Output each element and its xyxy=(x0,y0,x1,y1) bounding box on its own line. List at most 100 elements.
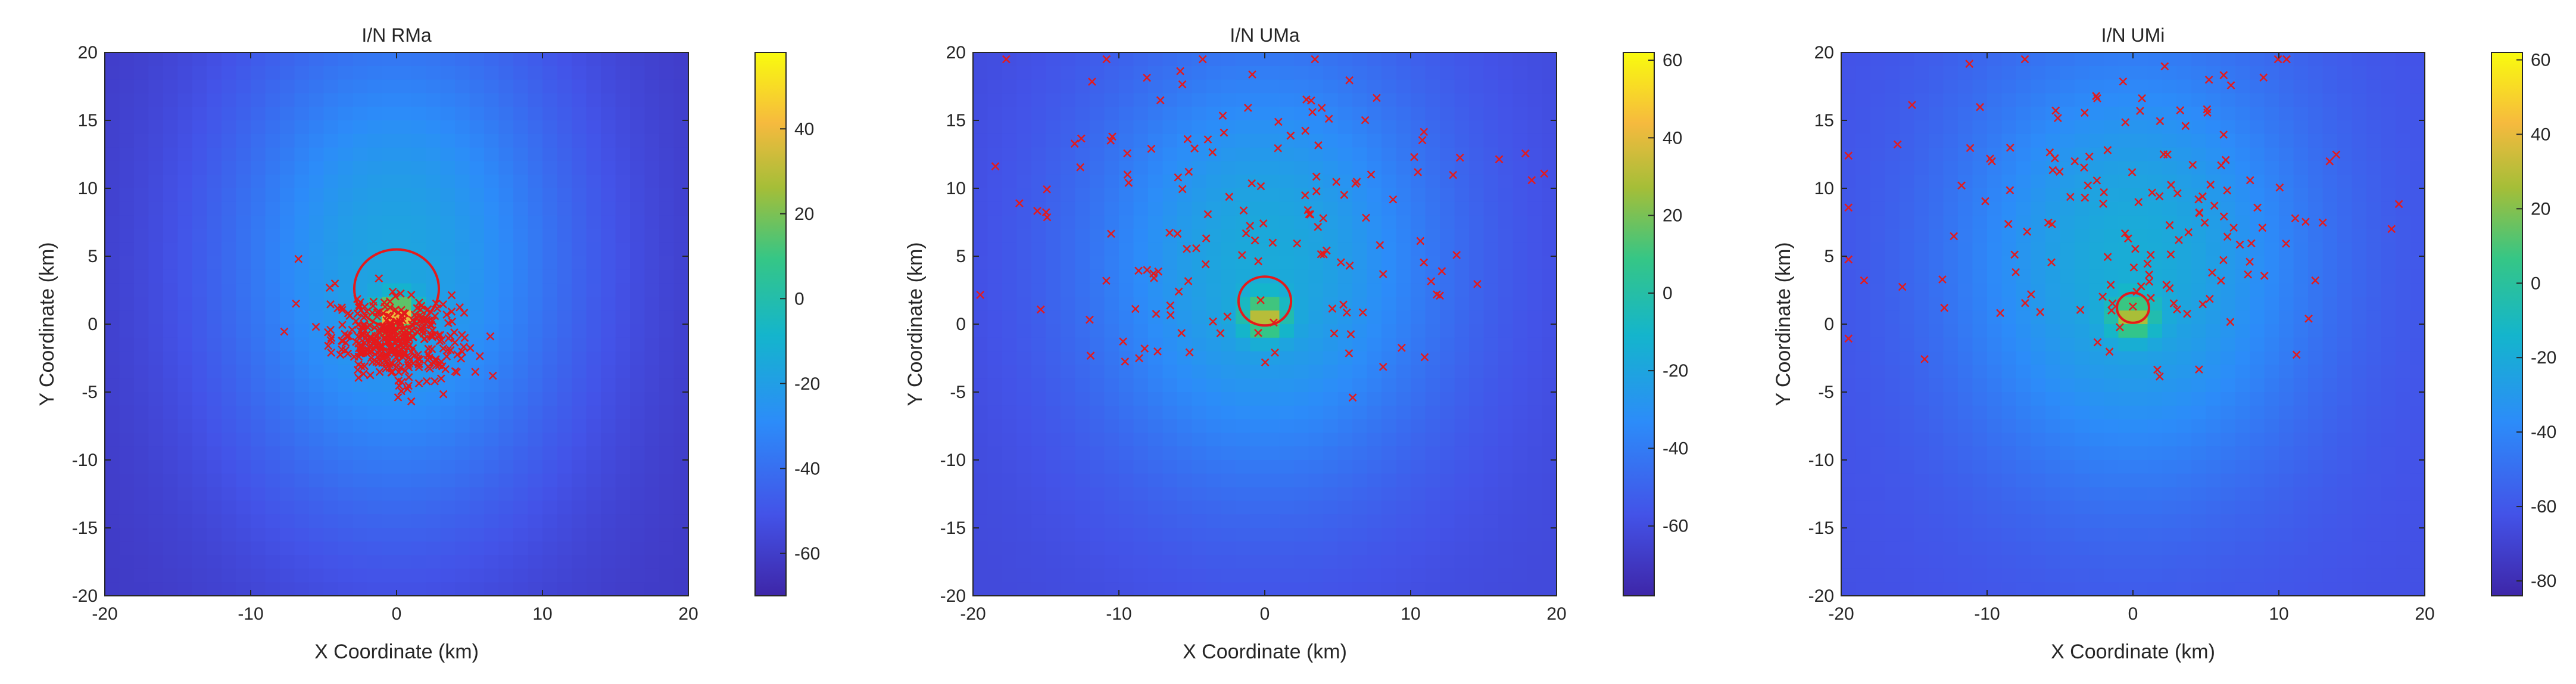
heatmap-cell xyxy=(987,582,1003,596)
heatmap-cell xyxy=(1900,378,1915,393)
heatmap-cell xyxy=(1046,175,1061,189)
heatmap-cell xyxy=(528,446,543,461)
y-tick-label: 10 xyxy=(946,179,966,198)
heatmap-cell xyxy=(557,229,572,243)
heatmap-cell xyxy=(528,107,543,121)
heatmap-cell xyxy=(426,433,441,447)
heatmap-cell xyxy=(1929,175,1944,189)
heatmap-cell xyxy=(440,487,456,501)
heatmap-cell xyxy=(601,351,616,365)
heatmap-cell xyxy=(353,133,368,148)
heatmap-cell xyxy=(1002,582,1018,596)
scatter-point xyxy=(408,332,417,341)
heatmap-cell xyxy=(1148,310,1164,325)
heatmap-cell xyxy=(309,405,325,420)
heatmap-cell xyxy=(2147,460,2163,474)
heatmap-cell xyxy=(1987,337,2003,352)
heatmap-cell xyxy=(397,541,412,556)
heatmap-cell xyxy=(615,446,631,461)
heatmap-cell xyxy=(1512,79,1528,94)
heatmap-cell xyxy=(484,365,500,379)
heatmap-cell xyxy=(630,147,645,161)
heatmap-cell xyxy=(2250,107,2265,121)
heatmap-cell xyxy=(1192,568,1207,583)
scatter-point xyxy=(1106,136,1115,145)
heatmap-cell xyxy=(280,242,295,257)
scatter-point xyxy=(456,303,464,312)
heatmap-cell xyxy=(207,93,222,107)
heatmap-cell xyxy=(1542,133,1557,148)
heatmap-cell xyxy=(1192,514,1207,528)
heatmap-cell xyxy=(440,133,456,148)
heatmap-cell xyxy=(294,269,310,284)
heatmap-cell xyxy=(2235,419,2250,433)
heatmap-cell xyxy=(973,405,988,420)
heatmap-cell xyxy=(2045,133,2061,148)
heatmap-cell xyxy=(1323,201,1339,216)
heatmap-cell xyxy=(1381,120,1397,135)
heatmap-cell xyxy=(1885,419,1900,433)
heatmap-cell xyxy=(1855,582,1871,596)
heatmap-cell xyxy=(2221,120,2236,135)
heatmap-cell xyxy=(1870,188,1886,203)
heatmap-cell xyxy=(280,188,295,203)
heatmap-cell xyxy=(1425,337,1440,352)
heatmap-cell xyxy=(644,460,660,474)
scatter-point xyxy=(1301,191,1309,200)
heatmap-cell xyxy=(1972,215,1988,229)
heatmap-cell xyxy=(163,500,179,515)
heatmap-cell xyxy=(2162,568,2178,583)
heatmap-cell xyxy=(498,269,514,284)
heatmap-cell xyxy=(1972,433,1988,447)
heatmap-cell xyxy=(163,514,179,528)
heatmap-cell xyxy=(2089,446,2104,461)
heatmap-cell xyxy=(2001,351,2017,365)
heatmap-cell xyxy=(484,541,500,556)
heatmap-cell xyxy=(1031,107,1047,121)
heatmap-cell xyxy=(659,161,675,175)
heatmap-cell xyxy=(382,147,397,161)
heatmap-cell xyxy=(192,297,208,311)
heatmap-cell xyxy=(528,215,543,229)
heatmap-cell xyxy=(987,419,1003,433)
heatmap-cell xyxy=(119,446,135,461)
heatmap-cell xyxy=(1221,405,1236,420)
heatmap-cell xyxy=(192,541,208,556)
scatter-point xyxy=(1351,179,1360,188)
heatmap-cell xyxy=(659,500,675,515)
heatmap-cell xyxy=(2016,256,2032,271)
heatmap-cell xyxy=(615,460,631,474)
heatmap-cell xyxy=(1972,324,1988,338)
scatter-point xyxy=(431,377,439,385)
heatmap-cell xyxy=(2191,188,2207,203)
heatmap-cell xyxy=(1469,568,1485,583)
heatmap-cell xyxy=(659,378,675,393)
heatmap-cell xyxy=(353,283,368,297)
heatmap-cell xyxy=(397,188,412,203)
scatter-point xyxy=(1324,114,1333,123)
heatmap-cell xyxy=(1929,324,1944,338)
heatmap-cell xyxy=(1987,175,2003,189)
scatter-point xyxy=(1248,179,1256,188)
heatmap-cell xyxy=(2221,568,2236,583)
heatmap-cell xyxy=(294,473,310,488)
heatmap-cell xyxy=(615,433,631,447)
heatmap-cell xyxy=(1075,392,1090,406)
heatmap-cell xyxy=(2075,528,2090,542)
heatmap-cell xyxy=(163,93,179,107)
heatmap-cell xyxy=(177,66,193,80)
heatmap-cell xyxy=(2162,52,2178,67)
heatmap-cell xyxy=(1133,147,1149,161)
heatmap-cell xyxy=(1367,66,1382,80)
heatmap-cell xyxy=(513,351,529,365)
heatmap-cell xyxy=(1192,215,1207,229)
heatmap-cell xyxy=(1323,541,1339,556)
heatmap-cell xyxy=(498,201,514,216)
heatmap-cell xyxy=(1855,161,1871,175)
heatmap-cell xyxy=(528,419,543,433)
heatmap-cell xyxy=(572,365,587,379)
heatmap-cell xyxy=(1162,133,1178,148)
heatmap-cell xyxy=(1425,405,1440,420)
heatmap-cell xyxy=(1075,107,1090,121)
heatmap-cell xyxy=(1075,52,1090,67)
